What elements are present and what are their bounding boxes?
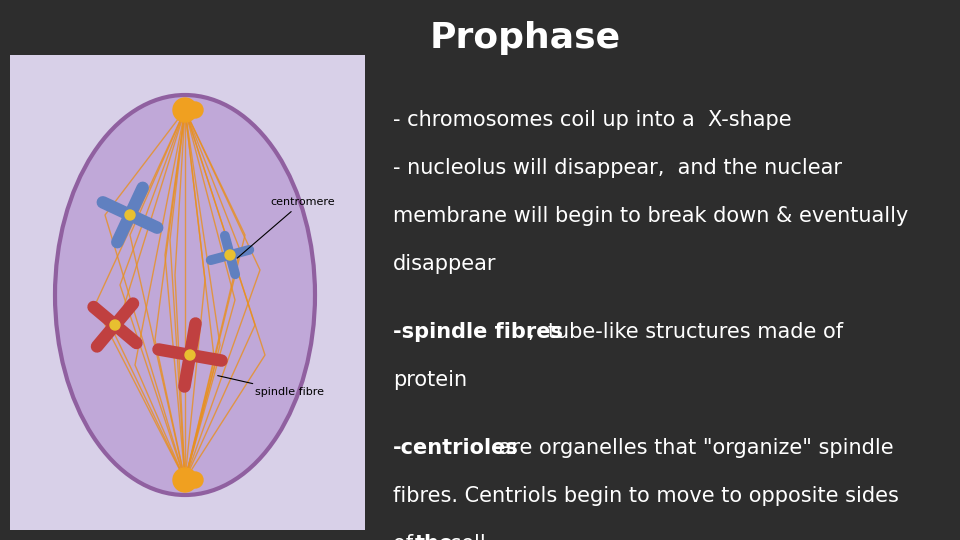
Text: protein: protein (393, 370, 468, 390)
Text: -centrioles: -centrioles (393, 438, 518, 458)
Text: Prophase: Prophase (430, 21, 621, 55)
Text: spindle fibre: spindle fibre (218, 376, 324, 397)
Circle shape (187, 102, 203, 118)
Ellipse shape (55, 95, 315, 495)
Text: disappear: disappear (393, 254, 496, 274)
Text: are organelles that "organize" spindle: are organelles that "organize" spindle (492, 438, 894, 458)
Text: the: the (415, 534, 454, 540)
Bar (10, 55, 365, 530)
Circle shape (225, 250, 235, 260)
Text: of: of (393, 534, 420, 540)
Circle shape (185, 350, 195, 360)
Text: -spindle fibres: -spindle fibres (393, 322, 563, 342)
Circle shape (125, 210, 135, 220)
Text: centromere: centromere (237, 197, 335, 258)
Text: cell.: cell. (443, 534, 492, 540)
Circle shape (173, 98, 197, 122)
Text: fibres. Centriols begin to move to opposite sides: fibres. Centriols begin to move to oppos… (393, 486, 899, 506)
Text: membrane will begin to break down & eventually: membrane will begin to break down & even… (393, 206, 908, 226)
Text: ,  tube-like structures made of: , tube-like structures made of (528, 322, 843, 342)
Circle shape (110, 320, 120, 330)
Circle shape (187, 472, 203, 488)
Text: - nucleolus will disappear,  and the nuclear: - nucleolus will disappear, and the nucl… (393, 158, 842, 178)
Text: - chromosomes coil up into a  X-shape: - chromosomes coil up into a X-shape (393, 110, 792, 130)
Circle shape (173, 468, 197, 492)
